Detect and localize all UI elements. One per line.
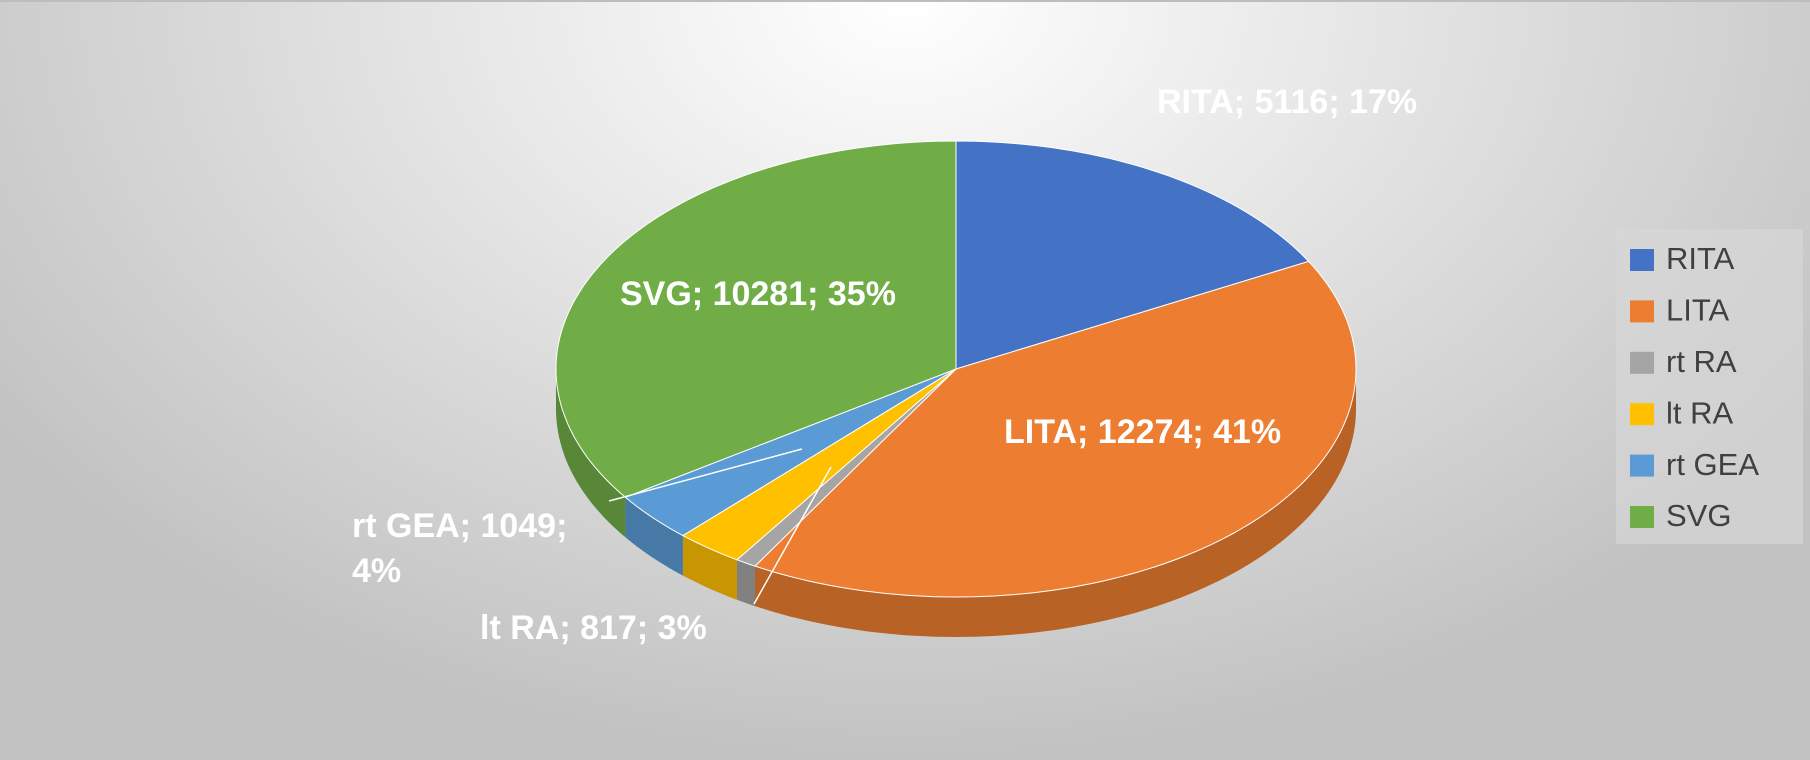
legend-swatch [1630,249,1654,271]
legend-label: rt GEA [1666,447,1759,482]
slice-side [682,535,737,600]
slice-side [625,497,683,576]
data-label: RITA; 5116; 17% [1157,83,1418,121]
legend-swatch [1630,403,1654,426]
legend-label: lt RA [1666,395,1734,430]
legend-swatch [1630,506,1654,528]
slice [555,140,957,498]
legend-label: rt RA [1666,344,1737,379]
slice-side [556,369,626,538]
slice [955,140,1310,370]
data-label: rt GEA; 1049; 4% [352,507,568,590]
legend-label: LITA [1666,293,1729,328]
legend-label: RITA [1666,241,1735,276]
legend-box [1616,229,1803,544]
slice [754,260,1357,598]
data-label: SVG; 10281; 35% [620,275,896,313]
slice-side [737,559,755,607]
legend-swatch [1630,454,1654,477]
data-label: LITA; 12274; 41% [1004,413,1282,451]
leader-line [608,448,803,502]
slice [681,368,957,561]
legend-swatch [1630,300,1654,323]
leader-line [753,466,832,605]
data-label: lt RA; 817; 3% [480,609,707,647]
legend-label: SVG [1666,498,1731,533]
legend-swatch [1630,351,1654,374]
slice-side [755,369,1356,637]
